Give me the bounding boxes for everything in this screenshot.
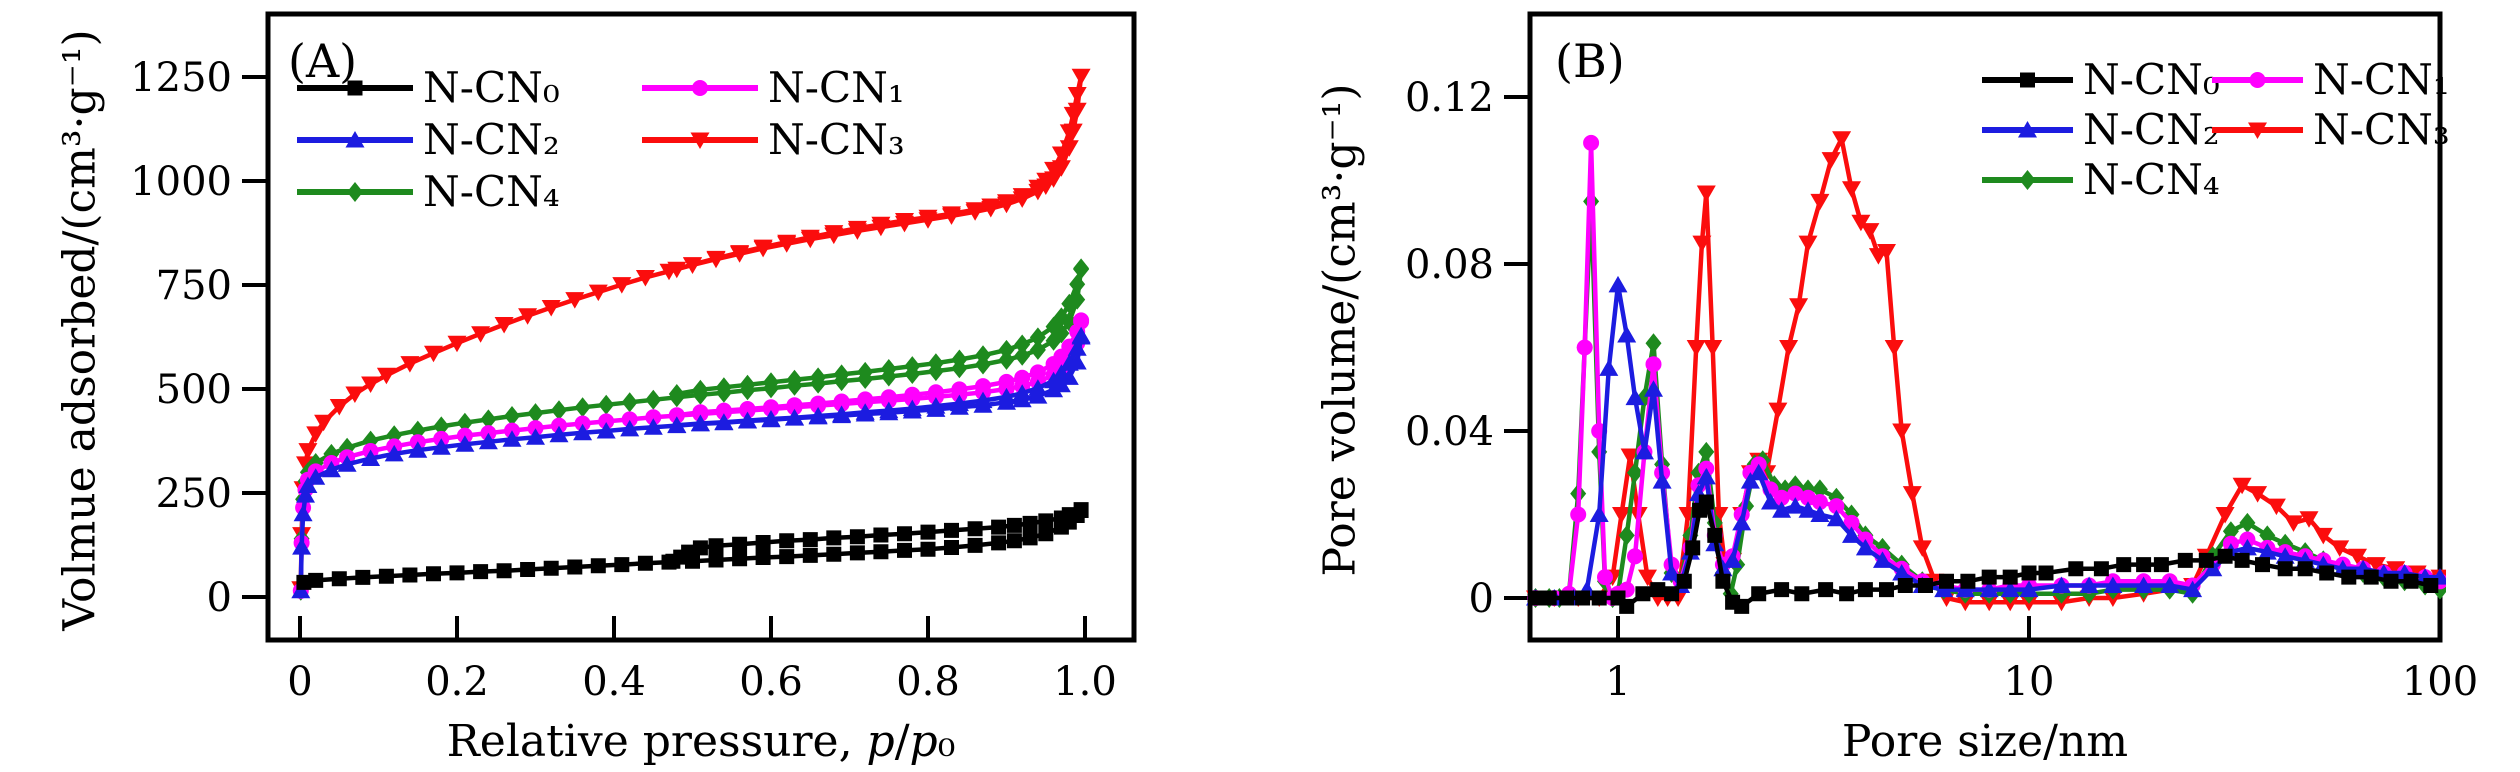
x-label-segment: p	[909, 716, 938, 767]
series-line-N-CN₃	[298, 75, 1084, 589]
series-line-N-CN₂	[1535, 284, 2440, 601]
panel-b-letter: (B)	[1555, 34, 1625, 88]
series-markers-N-CN₃	[1526, 131, 2446, 612]
x-tick-label: 100	[2402, 659, 2478, 705]
series-line-N-CN₃	[676, 75, 1084, 272]
x-label-segment: ₀	[937, 716, 956, 767]
panel-b-x-axis-label: Pore size/nm	[1841, 716, 2129, 767]
x-tick-label: 0.8	[896, 659, 960, 705]
y-tick-label: 750	[156, 263, 232, 309]
pore-distribution-chart-svg: 1 10 100 0 0.04 0.08 0.12	[1405, 11, 2478, 705]
y-tick-label: 1000	[130, 159, 232, 205]
series-line-N-CN₁	[1535, 142, 2441, 602]
panel-b-y-axis-label: Pore volume/(cm³·g⁻¹)	[1314, 83, 1366, 577]
x-label-segment: p	[866, 716, 895, 767]
x-label-segment: /	[894, 716, 910, 767]
x-tick-label: 0.4	[582, 659, 646, 705]
panel-b: 1 10 100 0 0.04 0.08 0.12 (B) Pore volume/(cm³…	[1260, 0, 2520, 772]
x-tick-label: 1	[1605, 659, 1630, 705]
x-tick-label: 0.2	[425, 659, 489, 705]
y-tick-label: 0	[207, 575, 232, 621]
series-line-N-CN₃	[1535, 131, 2441, 605]
x-tick-label: 1.0	[1053, 659, 1117, 705]
y-tick-label: 1250	[130, 55, 232, 101]
series-line-N-CN₄	[1535, 201, 2441, 602]
x-tick-label: 0.6	[739, 659, 803, 705]
plot-border-B	[1527, 11, 2443, 643]
y-tick-label: 0	[1469, 576, 1494, 622]
y-tick-label: 0.12	[1405, 75, 1494, 121]
y-tick-label: 0.08	[1405, 242, 1494, 288]
series-markers-N-CN₃	[291, 68, 1091, 598]
panel-a: 0 0.2 0.4 0.6 0.8 1.0 0 250 500 750 1000 1250 (A) V…	[54, 11, 1137, 767]
y-tick-label: 250	[156, 471, 232, 517]
isotherm-chart-svg: 0 0.2 0.4 0.6 0.8 1.0 0 250 500 750 1000 1250	[130, 11, 1137, 705]
series-markers-N-CN₀	[1528, 494, 2439, 614]
panel-a-y-axis-label: Volmue adsorbed/(cm³·g⁻¹)	[54, 29, 106, 631]
panel-a-letter: (A)	[288, 34, 358, 88]
panel-a-x-axis-label: Relative pressure, p/p₀	[447, 716, 956, 767]
x-tick-label: 0	[287, 659, 312, 705]
series-markers-N-CN₀	[296, 502, 1089, 590]
series-markers-N-CN₄	[1527, 191, 2446, 608]
plot-border-A	[265, 11, 1137, 643]
x-label-segment: Relative pressure,	[446, 716, 867, 767]
y-tick-label: 0.04	[1405, 409, 1494, 455]
y-tick-label: 500	[156, 367, 232, 413]
x-tick-label: 10	[2004, 659, 2055, 705]
